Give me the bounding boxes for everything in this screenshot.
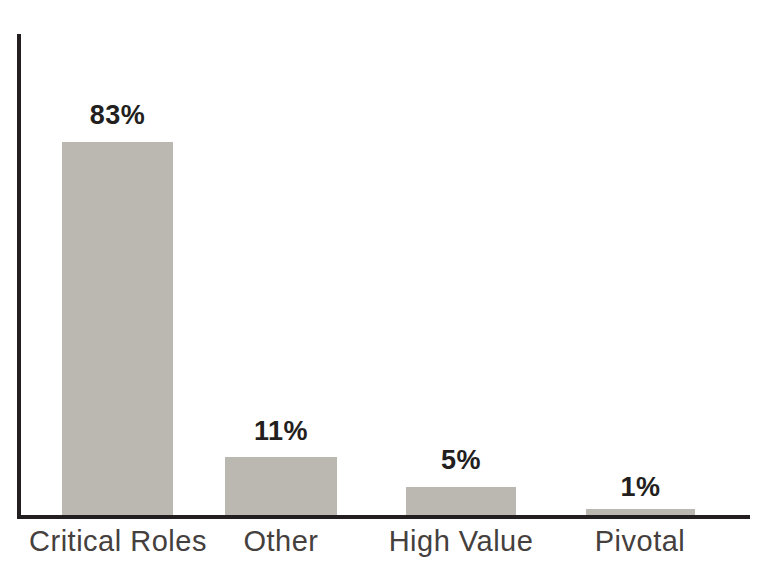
bar-group-pivotal: 1%	[586, 34, 695, 515]
bar-other	[225, 457, 337, 515]
category-label-other: Other	[181, 524, 381, 558]
bar-pivotal	[586, 509, 695, 515]
bar-critical-roles	[62, 142, 173, 515]
category-label-high-value: High Value	[361, 524, 561, 558]
bar-group-other: 11%	[225, 34, 337, 515]
plot-area: 83% 11% 5% 1%	[21, 34, 750, 515]
bar-value-label: 5%	[366, 447, 556, 474]
bar-value-label: 11%	[185, 418, 377, 445]
bar-chart: 83% 11% 5% 1% Critical Roles Other High …	[0, 0, 768, 574]
bar-high-value	[406, 487, 516, 515]
category-label-pivotal: Pivotal	[540, 524, 740, 558]
bar-group-critical-roles: 83%	[62, 34, 173, 515]
bar-group-high-value: 5%	[406, 34, 516, 515]
bar-value-label: 1%	[546, 474, 735, 501]
bar-value-label: 83%	[22, 102, 213, 129]
x-axis-line	[17, 515, 750, 519]
